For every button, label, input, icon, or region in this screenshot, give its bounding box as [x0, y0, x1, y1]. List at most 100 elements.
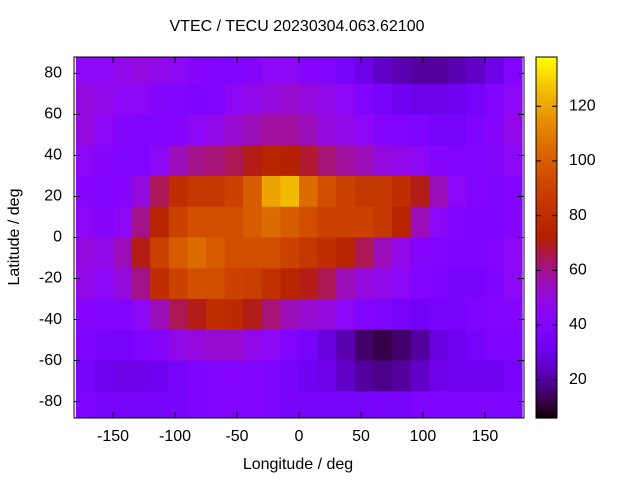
colorbar-swatch — [536, 243, 557, 248]
colorbar-swatch — [536, 237, 557, 242]
heat-cell — [75, 329, 95, 362]
heat-cell — [447, 83, 467, 115]
heat-cell — [206, 329, 226, 362]
heat-cell — [410, 175, 430, 208]
heat-cell — [150, 83, 170, 115]
colorbar-swatch — [536, 63, 557, 67]
heat-cell — [447, 206, 467, 238]
heat-cell — [466, 83, 486, 115]
heat-cell — [261, 206, 281, 238]
colorbar-swatch — [536, 321, 557, 326]
heat-cell — [484, 237, 505, 269]
x-tick-label: -50 — [225, 428, 248, 445]
colorbar-swatch — [536, 402, 557, 407]
heat-cell — [317, 114, 337, 146]
heat-cell — [503, 237, 523, 269]
heat-cell — [447, 299, 467, 331]
heat-cell — [261, 175, 281, 208]
heatmap — [75, 57, 523, 418]
heat-cell — [261, 114, 281, 146]
colorbar-swatch — [536, 288, 557, 293]
heat-cell — [113, 299, 133, 331]
heat-cell — [168, 268, 188, 300]
heat-cell — [280, 268, 300, 300]
heat-cell — [317, 329, 337, 362]
heat-cell — [131, 268, 151, 300]
heat-cell — [187, 83, 207, 115]
colorbar-swatch — [536, 366, 557, 371]
colorbar-swatch — [536, 111, 557, 115]
heat-cell — [373, 237, 393, 269]
heat-cell — [410, 299, 430, 331]
colorbar-swatch — [536, 336, 557, 341]
heat-cell — [131, 83, 151, 115]
colorbar-swatch — [536, 297, 557, 302]
heat-cell — [113, 268, 133, 300]
heat-cell — [206, 391, 226, 418]
heat-cell — [280, 299, 300, 331]
heat-cell — [299, 114, 319, 146]
heat-cell — [503, 145, 523, 177]
colorbar-swatch — [536, 360, 557, 365]
heat-cell — [131, 360, 151, 392]
heat-cell — [243, 206, 263, 238]
colorbar-swatch — [536, 144, 557, 148]
colorbar-swatch — [536, 273, 557, 278]
heat-cell — [187, 268, 207, 300]
heat-cell — [280, 175, 300, 208]
heat-cell — [484, 206, 505, 238]
heat-cell — [261, 391, 281, 418]
colorbar-swatch — [536, 117, 557, 121]
colorbar-swatch — [536, 339, 557, 344]
heat-cell — [113, 329, 133, 362]
heat-cell — [336, 299, 356, 331]
heat-cell — [391, 391, 412, 418]
heat-cell — [94, 391, 114, 418]
heat-cell — [410, 268, 430, 300]
heat-cell — [317, 206, 337, 238]
heat-cell — [429, 175, 449, 208]
heat-cell — [503, 83, 523, 115]
heat-cell — [503, 391, 523, 418]
heat-cell — [317, 237, 337, 269]
heat-cell — [94, 329, 114, 362]
heat-cell — [484, 57, 505, 85]
colorbar-swatch — [536, 228, 557, 233]
chart-title: VTEC / TECU 20230304.063.62100 — [170, 18, 425, 35]
heat-cell — [94, 175, 114, 208]
colorbar-swatch — [536, 285, 557, 290]
heat-cell — [261, 299, 281, 331]
colorbar-tick-label: 40 — [569, 316, 587, 333]
heat-cell — [336, 360, 356, 392]
heat-cell — [280, 391, 300, 418]
heat-cell — [131, 329, 151, 362]
heat-cell — [94, 114, 114, 146]
heat-cell — [150, 268, 170, 300]
heat-cell — [391, 268, 412, 300]
colorbar-swatch — [536, 102, 557, 106]
colorbar-swatch — [536, 390, 557, 395]
heat-cell — [131, 391, 151, 418]
heat-cell — [243, 329, 263, 362]
colorbar-swatch — [536, 75, 557, 79]
colorbar-swatch — [536, 330, 557, 335]
heat-cell — [429, 114, 449, 146]
heat-cell — [75, 57, 95, 85]
heat-cell — [150, 175, 170, 208]
heat-cell — [280, 145, 300, 177]
heat-cell — [336, 391, 356, 418]
colorbar-swatch — [536, 276, 557, 281]
colorbar-swatch — [536, 177, 557, 181]
heat-cell — [75, 237, 95, 269]
colorbar-swatch — [536, 279, 557, 284]
colorbar-swatch — [536, 357, 557, 362]
heat-cell — [447, 57, 467, 85]
colorbar-swatch — [536, 225, 557, 230]
colorbar-swatch — [536, 261, 557, 266]
axes: -150 -100 -50 0 50 100 150 -80 -60 -40 -20 0 20 40 60 8… — [39, 56, 525, 445]
colorbar-swatch — [536, 99, 557, 103]
heat-cell — [484, 175, 505, 208]
colorbar-swatch — [536, 384, 557, 389]
heat-cell — [503, 57, 523, 85]
